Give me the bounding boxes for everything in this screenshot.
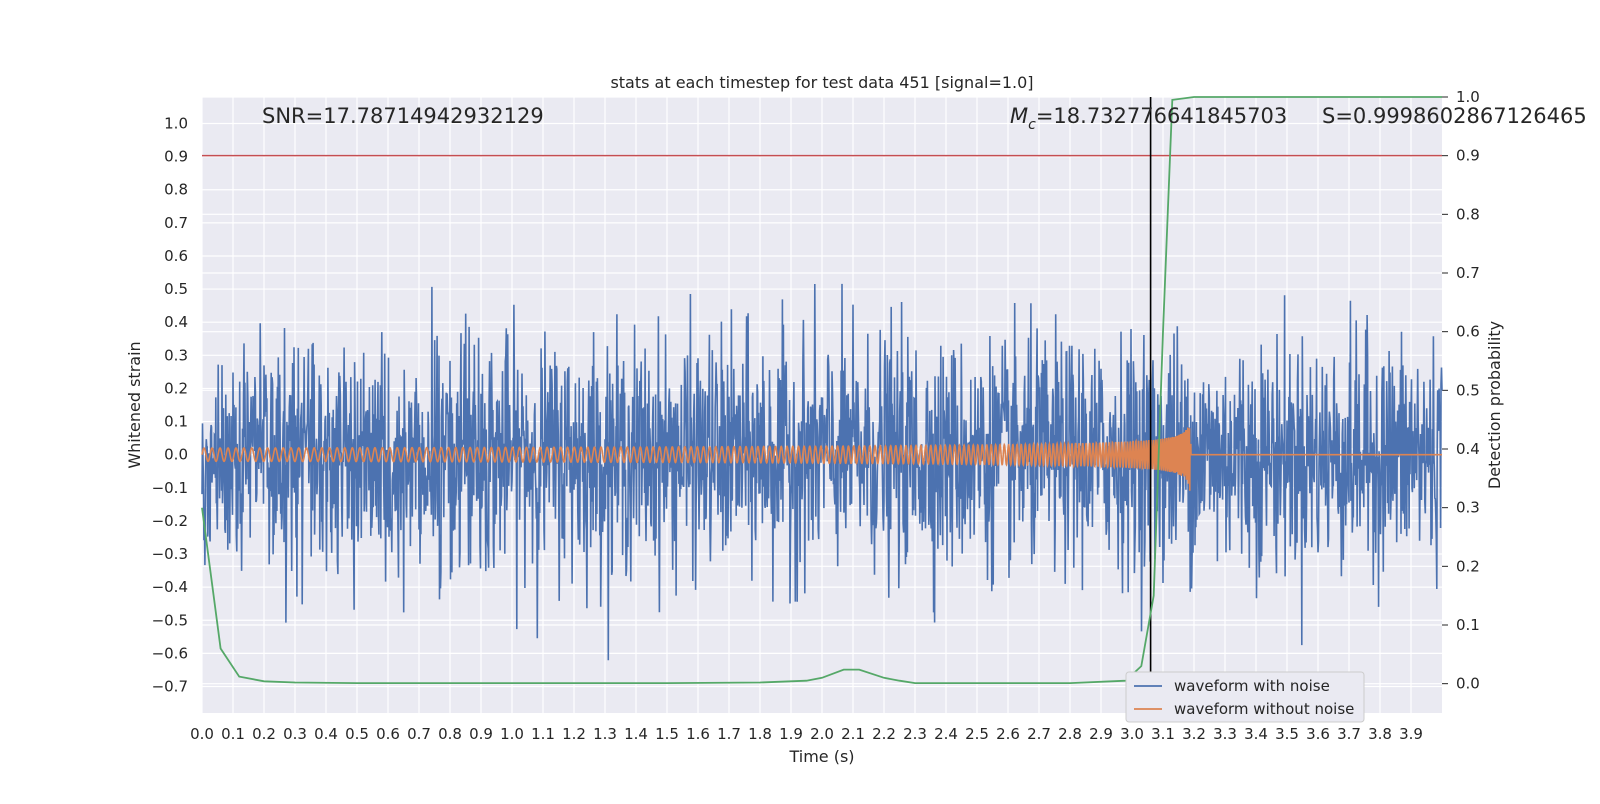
left-y-tick-label: −0.7	[152, 678, 188, 696]
x-tick-label: 1.7	[717, 725, 741, 743]
x-tick-label: 1.0	[500, 725, 524, 743]
chirp-mass-value: =18.732776641845703	[1036, 104, 1287, 128]
x-tick-label: 0.4	[314, 725, 338, 743]
x-tick-label: 3.9	[1399, 725, 1423, 743]
legend: waveform with noise waveform without noi…	[1125, 671, 1365, 723]
x-tick-label: 3.8	[1368, 725, 1392, 743]
x-tick-label: 0.6	[376, 725, 400, 743]
x-tick-label: 1.3	[593, 725, 617, 743]
left-y-tick-label: 1.0	[164, 114, 188, 132]
left-y-tick-label: 0.5	[164, 280, 188, 298]
snr-annotation: SNR=17.78714942932129	[262, 104, 544, 128]
left-y-tick-label: −0.6	[152, 644, 188, 662]
right-y-tick-label: 0.0	[1456, 675, 1480, 693]
left-y-tick-label: −0.4	[152, 578, 188, 596]
x-tick-label: 0.7	[407, 725, 431, 743]
right-y-tick-label: 0.1	[1456, 616, 1480, 634]
left-y-tick-labels: 1.0 0.9 0.8 0.7 0.6 0.5 0.4 0.3 0.2 0.1 0.0 −0.1 −0.…	[152, 114, 188, 695]
left-y-tick-label: 0.6	[164, 247, 188, 265]
x-tick-label: 2.6	[996, 725, 1020, 743]
series-waveform-with-noise	[201, 283, 1443, 661]
x-tick-label: 3.7	[1337, 725, 1361, 743]
x-tick-label: 0.5	[345, 725, 369, 743]
left-y-tick-label: 0.4	[164, 313, 188, 331]
left-y-tick-label: −0.3	[152, 545, 188, 563]
x-tick-label: 1.8	[748, 725, 772, 743]
x-tick-label: 3.0	[1120, 725, 1144, 743]
right-y-tick-label: 1.0	[1456, 88, 1480, 106]
x-tick-label: 0.3	[283, 725, 307, 743]
right-y-tick-label: 0.3	[1456, 499, 1480, 517]
right-y-tick-label: 0.7	[1456, 264, 1480, 282]
x-tick-label: 3.1	[1151, 725, 1175, 743]
series-detection-probability	[201, 96, 1442, 684]
x-tick-label: 3.6	[1306, 725, 1330, 743]
x-tick-label: 0.8	[438, 725, 462, 743]
x-tick-label: 3.4	[1244, 725, 1268, 743]
right-y-tick-label: 0.2	[1456, 557, 1480, 575]
right-y-tick-label: 0.8	[1456, 205, 1480, 223]
x-tick-label: 3.2	[1182, 725, 1206, 743]
left-y-tick-label: 0.7	[164, 214, 188, 232]
x-tick-label: 1.5	[655, 725, 679, 743]
right-y-axis-label: Detection probability	[1485, 321, 1504, 489]
x-tick-label: 3.3	[1213, 725, 1237, 743]
right-y-tick-label: 0.9	[1456, 147, 1480, 165]
legend-label-clean: waveform without noise	[1174, 700, 1354, 718]
left-y-tick-label: 0.9	[164, 148, 188, 166]
x-tick-label: 2.3	[903, 725, 927, 743]
x-tick-label: 0.1	[221, 725, 245, 743]
left-y-tick-label: −0.5	[152, 611, 188, 629]
x-tick-label: 1.1	[531, 725, 555, 743]
right-y-tick-label: 0.4	[1456, 440, 1480, 458]
series-waveform-without-noise	[201, 427, 1442, 491]
x-tick-label: 1.9	[779, 725, 803, 743]
left-y-tick-label: 0.2	[164, 379, 188, 397]
left-y-tick-label: 0.8	[164, 181, 188, 199]
x-tick-label: 0.9	[469, 725, 493, 743]
right-y-tick-label: 0.6	[1456, 323, 1480, 341]
x-tick-label: 1.2	[562, 725, 586, 743]
x-tick-label: 1.6	[686, 725, 710, 743]
x-tick-label: 0.2	[252, 725, 276, 743]
x-tick-label: 2.0	[810, 725, 834, 743]
x-tick-label: 2.8	[1058, 725, 1082, 743]
x-tick-label: 2.4	[934, 725, 958, 743]
x-tick-labels: 0.0 0.1 0.2 0.3 0.4 0.5 0.6 0.7 0.8 0.9 1.0 1.1 1.2 1…	[190, 725, 1423, 743]
legend-box	[1125, 671, 1365, 723]
right-y-tick-labels: 1.0 0.9 0.8 0.7 0.6 0.5 0.4 0.3 0.2 0.1 0.0	[1456, 88, 1480, 693]
left-y-tick-label: 0.1	[164, 413, 188, 431]
left-y-tick-label: 0.0	[164, 446, 188, 464]
legend-label-noise: waveform with noise	[1174, 677, 1330, 695]
chart-title: stats at each timestep for test data 451…	[610, 73, 1033, 92]
x-tick-label: 2.1	[841, 725, 865, 743]
x-tick-label: 2.9	[1089, 725, 1113, 743]
left-y-tick-label: −0.2	[152, 512, 188, 530]
left-y-axis-label: Whitened strain	[125, 341, 144, 468]
s-annotation: S=0.9998602867126465	[1322, 104, 1587, 128]
chirp-mass-symbol: M	[1010, 104, 1028, 128]
series-layer	[201, 96, 1443, 684]
x-tick-label: 2.7	[1027, 725, 1051, 743]
x-tick-label: 2.5	[965, 725, 989, 743]
right-y-tick-label: 0.5	[1456, 381, 1480, 399]
chirp-mass-subscript: c	[1028, 117, 1036, 133]
x-tick-label: 2.2	[872, 725, 896, 743]
chirp-mass-annotation: Mc=18.732776641845703	[1010, 104, 1287, 133]
left-y-tick-label: 0.3	[164, 346, 188, 364]
left-y-tick-label: −0.1	[152, 479, 188, 497]
x-tick-label: 0.0	[190, 725, 214, 743]
x-tick-label: 3.5	[1275, 725, 1299, 743]
x-axis-label: Time (s)	[788, 747, 854, 766]
x-tick-label: 1.4	[624, 725, 648, 743]
